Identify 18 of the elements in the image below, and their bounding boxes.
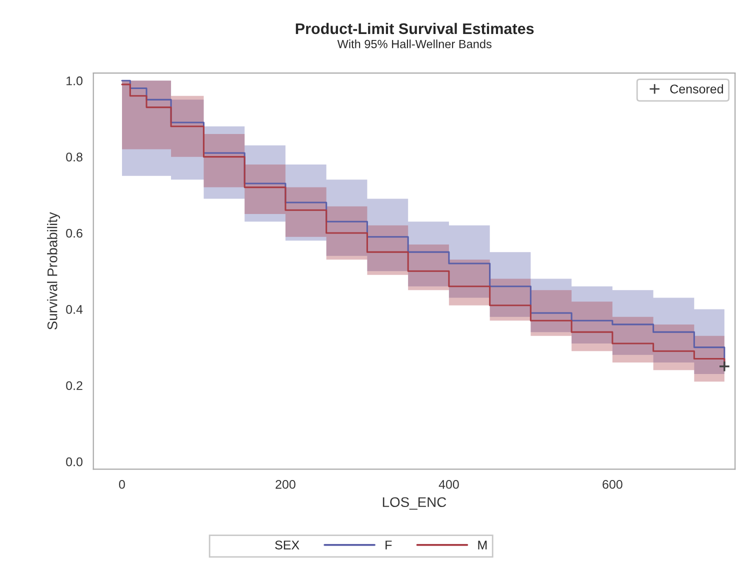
- y-tick-label: 0.6: [66, 228, 82, 238]
- y-tick-label: 0.2: [66, 381, 82, 390]
- legend-label: Censored: [670, 84, 723, 94]
- y-axis-title: Survival Probability: [47, 212, 60, 330]
- legend-label: F: [386, 540, 392, 550]
- chart-title: Product-Limit Survival Estimates: [296, 22, 534, 34]
- legend-title: SEX: [275, 540, 300, 550]
- y-tick-label: 1.0: [66, 76, 82, 86]
- y-tick-label: 0.8: [66, 152, 82, 162]
- y-tick-label: 0.4: [66, 305, 83, 314]
- chart-subtitle: With 95% Hall-Wellner Bands: [337, 40, 492, 48]
- x-tick-label: 600: [602, 480, 622, 489]
- legend-label: M: [478, 540, 487, 550]
- y-tick-label: 0.0: [66, 457, 82, 466]
- x-axis-title: LOS_ENC: [382, 497, 446, 510]
- x-tick-label: 400: [438, 480, 459, 489]
- x-tick-label: 200: [276, 480, 296, 489]
- x-tick-label: 0: [118, 480, 125, 489]
